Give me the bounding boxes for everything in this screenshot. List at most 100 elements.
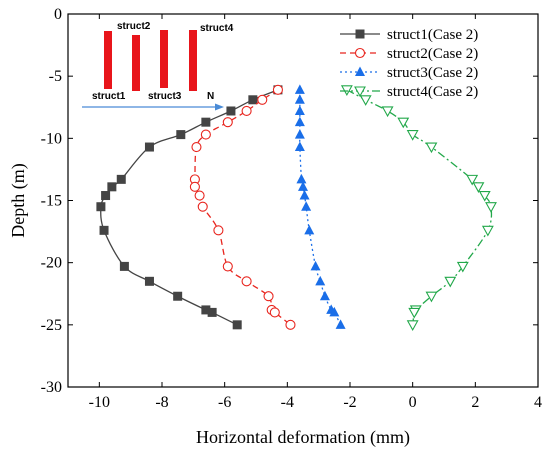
data-point — [478, 190, 491, 202]
data-point — [335, 319, 346, 329]
data-point — [232, 320, 242, 330]
data-point — [397, 117, 410, 129]
series-layer — [96, 84, 497, 331]
legend-label: struct3(Case 2) — [387, 65, 478, 81]
data-point — [485, 202, 497, 213]
series-line — [100, 89, 279, 326]
y-tick-label: -30 — [41, 379, 62, 396]
structure-bar — [189, 30, 197, 91]
y-tick-label: -15 — [41, 193, 62, 210]
arrow-head-icon — [215, 103, 224, 111]
x-tick-label: -8 — [155, 394, 168, 411]
data-point — [425, 291, 438, 303]
data-point — [101, 191, 111, 201]
structure-bar — [104, 31, 112, 89]
series-2 — [189, 84, 296, 330]
data-point — [355, 29, 365, 39]
data-point — [222, 117, 233, 128]
data-point — [354, 86, 366, 98]
x-tick-label: 0 — [409, 394, 417, 411]
legend-item: struct3(Case 2) — [340, 65, 478, 81]
data-point — [296, 173, 307, 184]
data-point — [144, 276, 154, 286]
data-point — [269, 307, 280, 318]
data-point — [315, 275, 326, 286]
structure-bar — [160, 30, 168, 88]
series-1 — [96, 85, 283, 330]
data-point — [355, 66, 365, 76]
legend-item: struct4(Case 2) — [340, 84, 478, 100]
data-point — [408, 307, 421, 319]
x-tick-label: -2 — [343, 394, 356, 411]
data-point — [272, 84, 283, 95]
data-point — [119, 261, 129, 271]
data-point — [406, 130, 419, 141]
data-point — [354, 47, 366, 59]
data-point — [319, 290, 330, 301]
legend-item: struct2(Case 2) — [340, 46, 478, 62]
data-point — [173, 291, 183, 301]
data-point — [294, 94, 305, 104]
series-line — [346, 89, 493, 325]
data-point — [472, 182, 485, 193]
data-point — [294, 105, 305, 115]
data-point — [99, 225, 109, 235]
data-point — [294, 129, 305, 139]
data-point — [285, 319, 296, 330]
x-tick-label: -6 — [218, 394, 231, 411]
data-point — [444, 276, 457, 288]
data-point — [226, 106, 236, 116]
legend: struct1(Case 2) struct2(Case 2) struct3(Ca… — [340, 27, 478, 100]
data-point — [176, 130, 186, 140]
legend-label: struct2(Case 2) — [387, 46, 478, 62]
data-point — [189, 181, 200, 192]
data-point — [329, 306, 340, 317]
axes: -10 -8 -6 -4 -2 0 2 40-5-10-15-20-25-30 — [41, 6, 542, 411]
data-point — [116, 174, 126, 184]
structure-label: struct2 — [117, 21, 151, 32]
structure-label: struct1 — [92, 91, 126, 102]
x-tick-label: 2 — [471, 394, 479, 411]
x-axis-title: Horizontal deformation (mm) — [196, 427, 410, 448]
y-tick-label: -20 — [41, 255, 62, 272]
data-point — [222, 261, 233, 272]
x-tick-label: 4 — [534, 394, 542, 411]
data-point — [359, 95, 372, 106]
data-point — [144, 142, 154, 152]
structure-label: struct4 — [200, 23, 234, 34]
data-point — [96, 202, 106, 212]
y-tick-label: -10 — [41, 130, 62, 147]
x-tick-label: -4 — [281, 394, 294, 411]
structure-bar — [132, 35, 140, 91]
data-point — [294, 84, 305, 94]
data-point — [241, 276, 252, 287]
data-point — [301, 201, 312, 211]
y-tick-label: -25 — [41, 317, 62, 334]
structure-inset: struct1 struct2 struct3 struct4 N — [82, 21, 234, 111]
y-axis-title: Depth (m) — [8, 163, 29, 237]
data-point — [197, 201, 208, 212]
x-tick-label: -10 — [89, 394, 110, 411]
data-point — [257, 94, 268, 105]
data-point — [481, 225, 494, 237]
y-tick-label: -5 — [49, 68, 62, 85]
data-point — [340, 85, 353, 96]
legend-label: struct1(Case 2) — [387, 27, 478, 43]
y-tick-label: 0 — [54, 6, 62, 23]
series-3 — [294, 84, 346, 329]
data-point — [456, 261, 469, 273]
series-4 — [340, 85, 497, 331]
data-point — [201, 117, 211, 127]
data-point — [241, 105, 252, 117]
data-point — [299, 190, 310, 200]
data-point — [381, 106, 394, 118]
legend-label: struct4(Case 2) — [387, 84, 478, 100]
legend-item: struct1(Case 2) — [340, 27, 478, 43]
data-point — [263, 291, 274, 302]
data-point — [207, 307, 217, 317]
data-point — [248, 95, 258, 105]
structure-label: struct3 — [148, 91, 182, 102]
north-label: N — [207, 91, 214, 102]
data-point — [200, 129, 211, 140]
